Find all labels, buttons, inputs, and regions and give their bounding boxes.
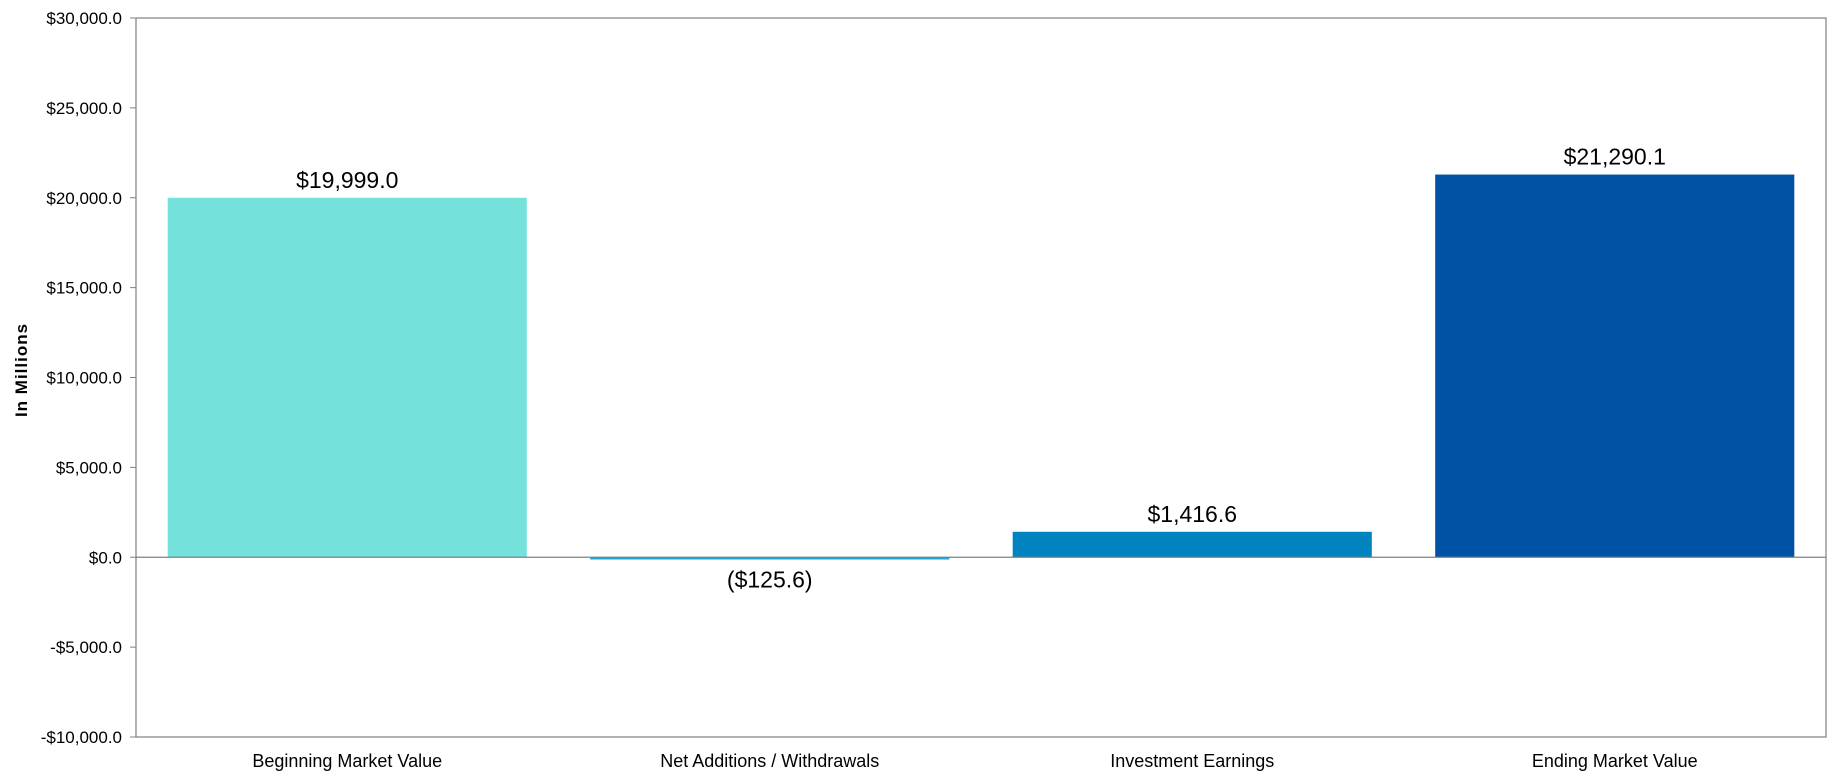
x-category-label: Beginning Market Value	[252, 751, 442, 771]
y-tick-label: $15,000.0	[46, 279, 122, 298]
x-category-label: Investment Earnings	[1110, 751, 1274, 771]
data-label: ($125.6)	[727, 566, 813, 592]
y-tick-label: $25,000.0	[46, 99, 122, 118]
y-axis-title: In Millions	[12, 323, 31, 417]
bar	[590, 557, 950, 560]
data-label: $21,290.1	[1564, 144, 1666, 170]
data-label: $1,416.6	[1147, 501, 1237, 527]
y-tick-label: -$5,000.0	[50, 638, 122, 657]
y-tick-label: $10,000.0	[46, 369, 122, 388]
x-category-label: Net Additions / Withdrawals	[660, 751, 879, 771]
y-tick-label: $0.0	[89, 548, 122, 567]
bar	[167, 197, 527, 558]
y-tick-label: -$10,000.0	[41, 728, 122, 747]
y-tick-label: $20,000.0	[46, 189, 122, 208]
x-category-label: Ending Market Value	[1532, 751, 1698, 771]
data-label: $19,999.0	[296, 167, 398, 193]
y-tick-label: $30,000.0	[46, 9, 122, 28]
bar	[1435, 174, 1795, 558]
bar	[1012, 531, 1372, 558]
y-tick-label: $5,000.0	[56, 458, 122, 477]
